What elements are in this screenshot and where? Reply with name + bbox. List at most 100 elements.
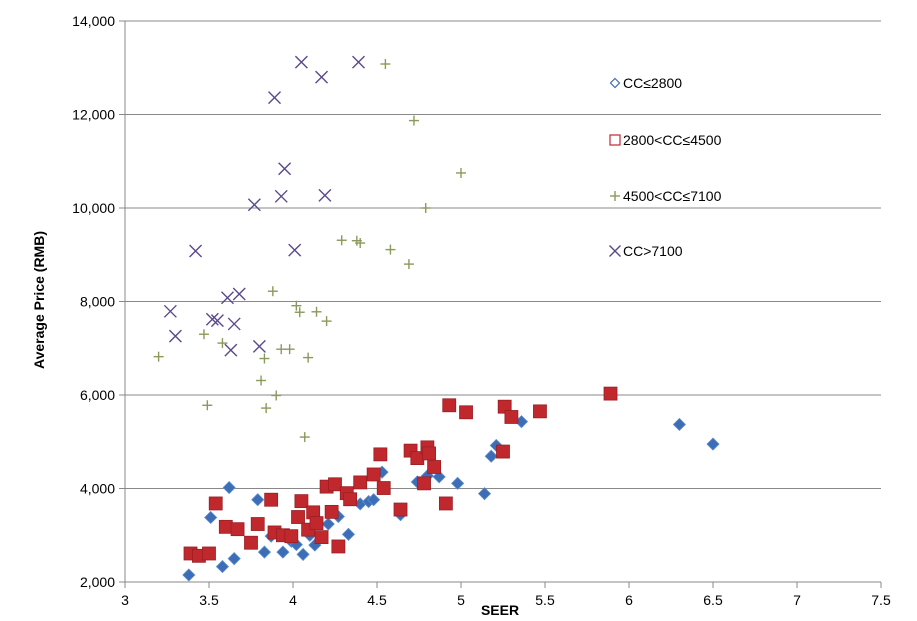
data-point-plus [311, 306, 322, 317]
legend-label: CC≤2800 [623, 75, 682, 91]
axes [119, 20, 882, 588]
data-point-plus [271, 390, 282, 401]
data-point-square [331, 539, 346, 554]
data-point-square [309, 516, 324, 530]
data-point-plus [456, 167, 466, 178]
data-point-x [247, 198, 261, 212]
data-point-square [376, 481, 391, 495]
data-point-plus [261, 403, 272, 414]
data-point-plus [217, 338, 228, 349]
y-tick-label: 14,000 [72, 13, 115, 29]
data-point-x [168, 329, 182, 343]
data-point-plus [299, 432, 310, 443]
y-tick-label: 6,000 [80, 387, 115, 403]
data-point-square [208, 496, 223, 511]
data-point-diamond [227, 552, 241, 566]
data-point-plus [355, 238, 366, 249]
data-point-square [393, 502, 408, 517]
data-point-plus [321, 316, 332, 327]
x-tick-label: 6 [625, 592, 633, 608]
y-tick-label: 10,000 [72, 200, 115, 216]
data-point-square [250, 517, 265, 531]
x-axis-title: SEER [481, 602, 519, 618]
data-point-x [268, 91, 282, 105]
data-point-plus [198, 329, 209, 340]
data-point-x [294, 55, 308, 69]
data-point-plus [259, 353, 270, 364]
data-points [153, 55, 720, 582]
data-point-square [442, 398, 457, 413]
data-point-diamond [182, 568, 196, 582]
data-point-square [230, 522, 245, 537]
x-tick-label: 5 [457, 592, 465, 608]
data-point-x [205, 312, 219, 326]
data-point-square [314, 530, 329, 545]
data-point-plus [303, 352, 314, 363]
data-point-square [294, 494, 309, 509]
data-point-square [422, 446, 436, 461]
data-point-plus [336, 235, 347, 246]
y-tick-label: 12,000 [72, 107, 115, 123]
x-tick-label: 4.5 [367, 592, 387, 608]
data-point-x [210, 314, 224, 328]
data-point-diamond [251, 493, 265, 507]
x-tick-label: 6.5 [703, 592, 723, 608]
data-point-diamond [706, 437, 720, 451]
legend-label: CC>7100 [623, 243, 683, 259]
data-point-square [533, 404, 547, 419]
legend-item: 4500<CC≤7100 [610, 188, 722, 204]
data-point-x [278, 162, 292, 176]
data-point-plus [291, 300, 302, 311]
data-point-plus [380, 59, 391, 70]
data-point-x [163, 304, 177, 318]
x-tick-label: 7.5 [871, 592, 891, 608]
data-point-square [202, 546, 216, 561]
data-point-x [252, 339, 266, 353]
y-tick-labels: 2,000 4,000 6,000 8,000 10,000 12,000 14,000 [72, 13, 115, 590]
data-point-square [244, 535, 258, 550]
data-point-diamond [477, 487, 492, 501]
data-point-square [328, 477, 342, 492]
data-point-square [284, 529, 299, 544]
data-point-x [224, 343, 238, 357]
data-point-square [459, 405, 473, 420]
legend-marker-diamond [609, 77, 621, 89]
data-point-square [504, 410, 519, 424]
x-tick-label: 3 [121, 592, 129, 608]
data-point-square [324, 504, 339, 519]
data-point-diamond [215, 560, 230, 574]
legend: CC≤2800 2800<CC≤4500 4500<CC≤7100 CC>7100 [609, 75, 722, 259]
data-point-diamond [296, 547, 310, 561]
y-axis-title: Average Price (RMB) [31, 231, 47, 369]
x-tick-labels: 3 3.5 4 4.5 5 5.5 6 6.5 7 7.5 [121, 592, 891, 608]
data-point-x [232, 287, 246, 301]
data-point-x [352, 55, 366, 69]
data-point-x [288, 243, 302, 257]
data-point-plus [294, 307, 305, 318]
data-point-plus [276, 344, 287, 355]
data-point-diamond [367, 493, 381, 507]
data-point-x [220, 291, 234, 305]
x-tick-label: 5.5 [535, 592, 555, 608]
y-tick-label: 4,000 [80, 481, 115, 497]
data-point-square [366, 467, 381, 482]
legend-marker-square [609, 134, 621, 146]
data-point-square [264, 492, 279, 507]
x-tick-label: 4 [289, 592, 297, 608]
data-point-x [227, 317, 241, 331]
data-point-square [343, 492, 358, 507]
data-point-diamond [341, 527, 356, 541]
data-point-square [291, 510, 305, 524]
data-point-diamond [222, 480, 236, 495]
data-point-diamond [672, 417, 686, 432]
data-point-plus [267, 286, 278, 297]
legend-item: 2800<CC≤4500 [609, 132, 722, 148]
data-point-diamond [451, 476, 465, 490]
data-point-square [438, 496, 453, 511]
legend-label: 4500<CC≤7100 [623, 188, 722, 204]
data-point-square [417, 476, 431, 491]
legend-item: CC>7100 [609, 243, 683, 259]
y-tick-label: 2,000 [80, 574, 115, 590]
legend-label: 2800<CC≤4500 [623, 132, 722, 148]
